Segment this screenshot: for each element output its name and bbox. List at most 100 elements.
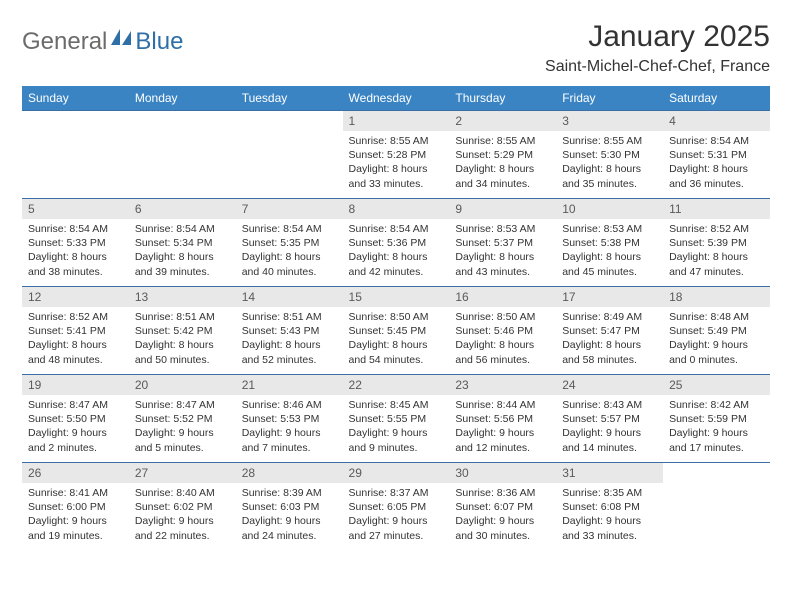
day-info: Sunrise: 8:54 AMSunset: 5:35 PMDaylight:…: [236, 219, 343, 285]
day-info: Sunrise: 8:52 AMSunset: 5:41 PMDaylight:…: [22, 307, 129, 373]
day-header: Saturday: [663, 86, 770, 111]
day-cell: 20Sunrise: 8:47 AMSunset: 5:52 PMDayligh…: [129, 375, 236, 463]
day-sr: Sunrise: 8:52 AM: [669, 222, 764, 236]
day-d1: Daylight: 8 hours: [455, 250, 550, 264]
day-info: Sunrise: 8:44 AMSunset: 5:56 PMDaylight:…: [449, 395, 556, 461]
day-info: Sunrise: 8:40 AMSunset: 6:02 PMDaylight:…: [129, 483, 236, 549]
day-sr: Sunrise: 8:39 AM: [242, 486, 337, 500]
day-sr: Sunrise: 8:48 AM: [669, 310, 764, 324]
day-sr: Sunrise: 8:54 AM: [242, 222, 337, 236]
day-d2: and 12 minutes.: [455, 441, 550, 455]
day-d2: and 0 minutes.: [669, 353, 764, 367]
day-d1: Daylight: 8 hours: [242, 338, 337, 352]
day-d1: Daylight: 8 hours: [562, 250, 657, 264]
day-number: 10: [556, 199, 663, 219]
day-d1: Daylight: 8 hours: [562, 162, 657, 176]
day-d1: Daylight: 9 hours: [349, 426, 444, 440]
day-d2: and 7 minutes.: [242, 441, 337, 455]
day-sr: Sunrise: 8:42 AM: [669, 398, 764, 412]
calendar-week-row: 19Sunrise: 8:47 AMSunset: 5:50 PMDayligh…: [22, 375, 770, 463]
page-header: General Blue January 2025 Saint-Michel-C…: [22, 20, 770, 76]
day-d2: and 38 minutes.: [28, 265, 123, 279]
calendar-body: 1Sunrise: 8:55 AMSunset: 5:28 PMDaylight…: [22, 111, 770, 551]
day-sr: Sunrise: 8:55 AM: [455, 134, 550, 148]
day-cell: 29Sunrise: 8:37 AMSunset: 6:05 PMDayligh…: [343, 463, 450, 551]
logo-text-gray: General: [22, 28, 107, 56]
day-cell: 8Sunrise: 8:54 AMSunset: 5:36 PMDaylight…: [343, 199, 450, 287]
day-info: Sunrise: 8:55 AMSunset: 5:28 PMDaylight:…: [343, 131, 450, 197]
day-number: 18: [663, 287, 770, 307]
day-ss: Sunset: 6:05 PM: [349, 500, 444, 514]
day-cell: 30Sunrise: 8:36 AMSunset: 6:07 PMDayligh…: [449, 463, 556, 551]
day-info: Sunrise: 8:46 AMSunset: 5:53 PMDaylight:…: [236, 395, 343, 461]
day-sr: Sunrise: 8:46 AM: [242, 398, 337, 412]
day-number: 22: [343, 375, 450, 395]
day-ss: Sunset: 5:31 PM: [669, 148, 764, 162]
day-cell: 4Sunrise: 8:54 AMSunset: 5:31 PMDaylight…: [663, 111, 770, 199]
day-sr: Sunrise: 8:52 AM: [28, 310, 123, 324]
day-cell: 13Sunrise: 8:51 AMSunset: 5:42 PMDayligh…: [129, 287, 236, 375]
day-number: 21: [236, 375, 343, 395]
day-ss: Sunset: 5:46 PM: [455, 324, 550, 338]
day-d2: and 40 minutes.: [242, 265, 337, 279]
day-d1: Daylight: 9 hours: [135, 514, 230, 528]
day-ss: Sunset: 5:52 PM: [135, 412, 230, 426]
day-number: 20: [129, 375, 236, 395]
day-cell: 19Sunrise: 8:47 AMSunset: 5:50 PMDayligh…: [22, 375, 129, 463]
day-number: 4: [663, 111, 770, 131]
day-d1: Daylight: 9 hours: [28, 514, 123, 528]
day-cell: 22Sunrise: 8:45 AMSunset: 5:55 PMDayligh…: [343, 375, 450, 463]
day-cell: 7Sunrise: 8:54 AMSunset: 5:35 PMDaylight…: [236, 199, 343, 287]
day-cell: 12Sunrise: 8:52 AMSunset: 5:41 PMDayligh…: [22, 287, 129, 375]
day-ss: Sunset: 6:08 PM: [562, 500, 657, 514]
day-cell: 21Sunrise: 8:46 AMSunset: 5:53 PMDayligh…: [236, 375, 343, 463]
day-d2: and 42 minutes.: [349, 265, 444, 279]
day-number: 31: [556, 463, 663, 483]
day-ss: Sunset: 5:36 PM: [349, 236, 444, 250]
day-d2: and 47 minutes.: [669, 265, 764, 279]
day-number: 15: [343, 287, 450, 307]
day-info: Sunrise: 8:47 AMSunset: 5:52 PMDaylight:…: [129, 395, 236, 461]
day-number: 23: [449, 375, 556, 395]
calendar-week-row: 26Sunrise: 8:41 AMSunset: 6:00 PMDayligh…: [22, 463, 770, 551]
day-info: Sunrise: 8:53 AMSunset: 5:37 PMDaylight:…: [449, 219, 556, 285]
day-sr: Sunrise: 8:55 AM: [562, 134, 657, 148]
day-number: 9: [449, 199, 556, 219]
day-number: 8: [343, 199, 450, 219]
day-d1: Daylight: 9 hours: [135, 426, 230, 440]
day-d2: and 33 minutes.: [562, 529, 657, 543]
day-header: Thursday: [449, 86, 556, 111]
day-info: Sunrise: 8:52 AMSunset: 5:39 PMDaylight:…: [663, 219, 770, 285]
day-cell: 5Sunrise: 8:54 AMSunset: 5:33 PMDaylight…: [22, 199, 129, 287]
day-d1: Daylight: 8 hours: [562, 338, 657, 352]
day-sr: Sunrise: 8:43 AM: [562, 398, 657, 412]
day-info: Sunrise: 8:47 AMSunset: 5:50 PMDaylight:…: [22, 395, 129, 461]
day-cell: 27Sunrise: 8:40 AMSunset: 6:02 PMDayligh…: [129, 463, 236, 551]
day-info: Sunrise: 8:51 AMSunset: 5:42 PMDaylight:…: [129, 307, 236, 373]
day-number: 3: [556, 111, 663, 131]
day-number: 30: [449, 463, 556, 483]
day-info: Sunrise: 8:37 AMSunset: 6:05 PMDaylight:…: [343, 483, 450, 549]
day-d2: and 9 minutes.: [349, 441, 444, 455]
day-cell: 31Sunrise: 8:35 AMSunset: 6:08 PMDayligh…: [556, 463, 663, 551]
day-sr: Sunrise: 8:53 AM: [455, 222, 550, 236]
day-sr: Sunrise: 8:51 AM: [135, 310, 230, 324]
calendar-table: SundayMondayTuesdayWednesdayThursdayFrid…: [22, 86, 770, 551]
day-sr: Sunrise: 8:35 AM: [562, 486, 657, 500]
empty-day-cell: [663, 463, 770, 551]
day-sr: Sunrise: 8:50 AM: [349, 310, 444, 324]
day-sr: Sunrise: 8:54 AM: [135, 222, 230, 236]
day-d2: and 30 minutes.: [455, 529, 550, 543]
day-sr: Sunrise: 8:47 AM: [28, 398, 123, 412]
day-cell: 1Sunrise: 8:55 AMSunset: 5:28 PMDaylight…: [343, 111, 450, 199]
day-sr: Sunrise: 8:51 AM: [242, 310, 337, 324]
day-header: Monday: [129, 86, 236, 111]
day-d1: Daylight: 9 hours: [455, 426, 550, 440]
day-sr: Sunrise: 8:37 AM: [349, 486, 444, 500]
day-ss: Sunset: 5:47 PM: [562, 324, 657, 338]
logo-sail-icon: [111, 29, 133, 52]
day-cell: 17Sunrise: 8:49 AMSunset: 5:47 PMDayligh…: [556, 287, 663, 375]
title-block: January 2025 Saint-Michel-Chef-Chef, Fra…: [545, 20, 770, 76]
day-number: 6: [129, 199, 236, 219]
calendar-week-row: 12Sunrise: 8:52 AMSunset: 5:41 PMDayligh…: [22, 287, 770, 375]
